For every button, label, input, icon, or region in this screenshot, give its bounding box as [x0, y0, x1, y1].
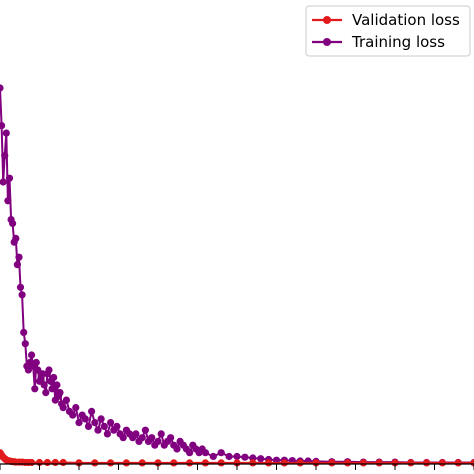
training-loss-point [24, 366, 32, 374]
training-loss-point [167, 434, 175, 442]
training-loss-point [233, 452, 241, 461]
series-layer [0, 84, 474, 467]
axes-layer [0, 463, 474, 470]
training-loss-point [173, 445, 181, 453]
validation-loss-point [375, 459, 383, 467]
training-loss-point [42, 389, 50, 397]
validation-loss-point [296, 459, 304, 467]
validation-loss-point [407, 459, 415, 467]
validation-loss-point [154, 459, 162, 467]
validation-loss-point [249, 459, 257, 467]
training-loss-point [50, 373, 58, 382]
training-loss-point [18, 291, 26, 299]
training-loss-point [2, 129, 10, 137]
validation-loss-point [122, 459, 130, 467]
training-loss-point [241, 453, 249, 461]
legend-validation-label: Validation loss [352, 11, 460, 29]
training-loss-point [154, 437, 162, 445]
training-loss-point [4, 197, 12, 205]
training-loss-point [209, 452, 217, 461]
training-loss-point [201, 449, 209, 457]
validation-loss-point [233, 459, 241, 467]
training-loss-point [107, 419, 115, 427]
training-loss-point [97, 415, 105, 423]
training-loss-point [56, 389, 64, 397]
training-loss-point [138, 434, 146, 442]
validation-loss-point [107, 459, 115, 467]
training-loss-point [103, 430, 111, 438]
validation-loss-point [280, 459, 288, 467]
validation-loss-point [438, 459, 446, 467]
legend: Validation loss Training loss [305, 5, 471, 57]
training-loss-point [21, 340, 29, 348]
validation-loss-point [170, 459, 178, 467]
training-loss-point [0, 178, 7, 186]
training-loss-point [72, 404, 80, 412]
legend-validation-marker [323, 16, 331, 24]
training-loss-point [186, 449, 194, 457]
training-loss-point [75, 419, 83, 427]
training-loss-point [32, 358, 40, 367]
training-loss-point [5, 174, 14, 182]
legend-training-marker [323, 38, 331, 46]
validation-loss-point [265, 459, 273, 467]
legend-training-label: Training loss [351, 33, 445, 51]
validation-loss-point [391, 459, 399, 467]
validation-loss-point [91, 459, 99, 467]
validation-loss-point [423, 459, 431, 467]
training-loss-point [16, 283, 25, 291]
validation-loss-point [75, 459, 83, 467]
training-loss-point [62, 396, 70, 404]
validation-loss-point [186, 459, 194, 467]
training-loss-point [9, 219, 17, 227]
validation-loss-point [201, 459, 209, 467]
training-loss-point [34, 366, 42, 374]
training-loss-point [20, 328, 28, 336]
training-loss-point [69, 411, 77, 419]
training-loss-point [217, 449, 225, 457]
validation-loss-point [328, 459, 336, 467]
training-loss-point [0, 84, 4, 92]
validation-loss-point [312, 459, 320, 467]
training-loss-point [0, 122, 6, 130]
training-loss-point [100, 422, 108, 430]
training-loss-point [132, 430, 140, 438]
validation-loss-point [138, 459, 146, 467]
validation-loss-point [217, 459, 225, 467]
training-loss-point [225, 452, 233, 461]
validation-loss-point [51, 458, 59, 467]
training-loss-line [0, 87, 474, 464]
legend-box [305, 5, 471, 57]
training-loss-point [45, 366, 53, 374]
training-loss-point [40, 381, 48, 389]
training-loss-point [13, 261, 21, 269]
training-loss-point [12, 234, 20, 242]
training-loss-point [148, 434, 156, 442]
validation-loss-point [454, 459, 462, 467]
training-loss-point [59, 404, 67, 412]
training-loss-point [94, 426, 102, 434]
training-loss-point [48, 385, 56, 393]
validation-loss-point [43, 458, 52, 467]
training-loss-point [53, 381, 61, 389]
training-loss-point [88, 407, 96, 415]
training-loss-point [28, 351, 36, 359]
training-loss-point [141, 426, 149, 434]
training-loss-point [91, 419, 99, 427]
validation-loss-point [28, 458, 36, 467]
training-loss-point [257, 455, 265, 463]
validation-loss-point [59, 458, 67, 467]
training-loss-point [157, 430, 165, 438]
validation-loss-point [344, 459, 352, 467]
training-loss-point [84, 422, 93, 430]
training-loss-point [113, 422, 121, 430]
validation-loss-point [359, 459, 367, 467]
training-loss-point [1, 152, 9, 160]
training-loss-point [31, 385, 39, 393]
validation-loss-point [470, 459, 474, 467]
training-loss-point [119, 434, 127, 442]
training-loss-point [15, 253, 23, 261]
training-loss-point [81, 415, 89, 423]
